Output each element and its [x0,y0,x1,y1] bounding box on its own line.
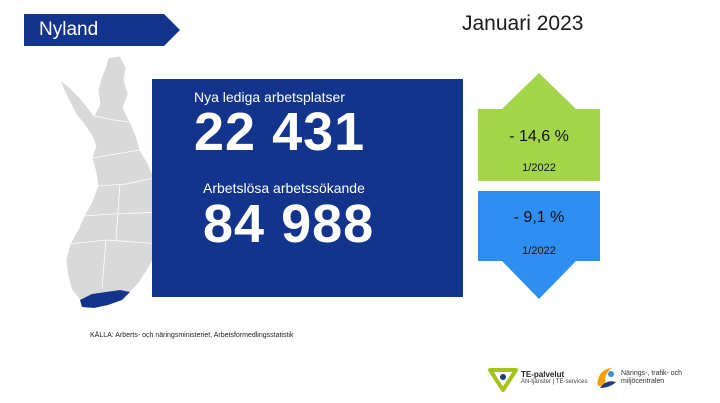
period-title: Januari 2023 [462,12,584,35]
vacancies-change: - 14,6 % [509,128,569,145]
jobseekers-value: 84 988 [203,194,375,254]
jobseekers-label: Arbetslösa arbetssökande [203,180,365,196]
vacancies-value: 22 431 [194,102,366,162]
ely-logo-icon [597,368,616,388]
te-logo-subtitle: AN-tjänster | TE-services [521,379,588,385]
source-note: KÄLLA: Arberts- och näringsministeriet, … [90,332,294,339]
ely-logo-name: Närings-, trafik- och miljöcentralen [621,370,683,385]
vacancies-label: Nya lediga arbetsplatser [194,89,345,105]
vacancies-reference: 1/2022 [522,162,556,174]
nyland-highlight [80,290,130,308]
stats-panel [152,79,463,297]
te-logo-icon [488,368,518,392]
region-tag: Nyland [24,14,180,46]
te-logo-name: TE-palvelut [521,370,565,379]
finland-map [59,55,169,308]
arrow-down-icon [478,191,600,299]
arrow-up-icon [478,73,600,181]
jobseekers-change: - 9,1 % [513,209,565,226]
region-tag-shape [24,14,180,46]
map-borders [69,115,165,289]
jobseekers-reference: 1/2022 [522,245,556,257]
region-label: Nyland [39,19,99,40]
